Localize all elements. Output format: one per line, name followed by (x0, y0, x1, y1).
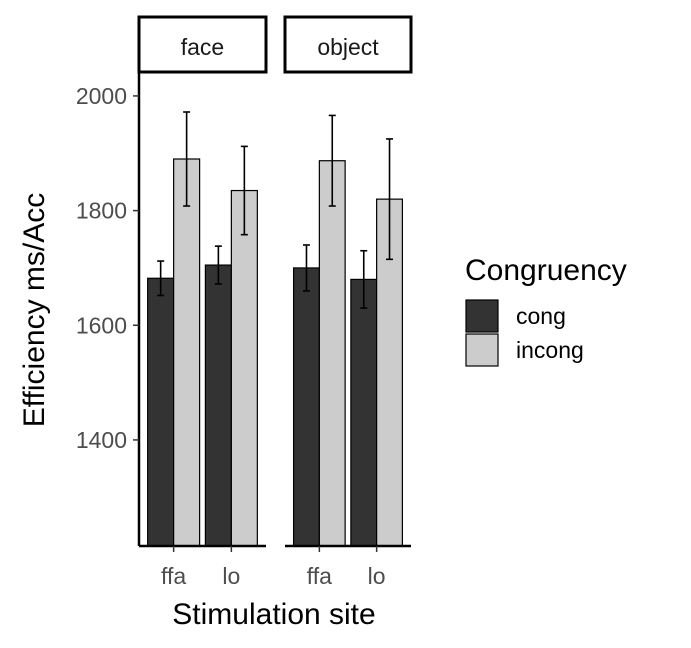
strip-box (283, 15, 413, 74)
bar-incong-ffa (173, 158, 201, 547)
y-tick-label: 2000 (76, 83, 127, 109)
x-tick-label: ffa (161, 563, 186, 589)
y-tick-label: 1600 (76, 312, 127, 338)
y-tick-label: 1800 (76, 198, 127, 224)
legend-key-cong (465, 299, 499, 333)
legend-label-incong: incong (516, 337, 584, 363)
bar-cong-lo (204, 264, 232, 547)
legend: Congruency cong incong (465, 254, 627, 367)
strip-label: face (181, 34, 224, 60)
bar-cong-lo (350, 278, 378, 547)
y-tick-label: 1400 (76, 427, 127, 453)
strip-label: object (317, 34, 379, 60)
bar-incong-ffa (318, 160, 346, 547)
y-axis: 1400 1600 1800 2000 (76, 73, 141, 546)
legend-title: Congruency (465, 254, 627, 287)
bar-cong-ffa (147, 277, 175, 547)
panel-object: object ffa lo (283, 15, 413, 589)
x-tick-label: lo (368, 563, 386, 589)
x-tick-label: ffa (307, 563, 332, 589)
bar-cong-ffa (292, 267, 320, 547)
x-axis-title: Stimulation site (172, 598, 375, 631)
panel-face: face ffa lo (137, 15, 268, 589)
legend-key-incong (465, 333, 499, 367)
y-axis-title: Efficiency ms/Acc (18, 193, 51, 428)
x-tick-label: lo (222, 563, 240, 589)
strip-box (137, 15, 268, 74)
bar-incong-lo (230, 189, 258, 547)
panels: face ffa lo object ffa lo (137, 15, 413, 589)
legend-label-cong: cong (516, 303, 566, 329)
